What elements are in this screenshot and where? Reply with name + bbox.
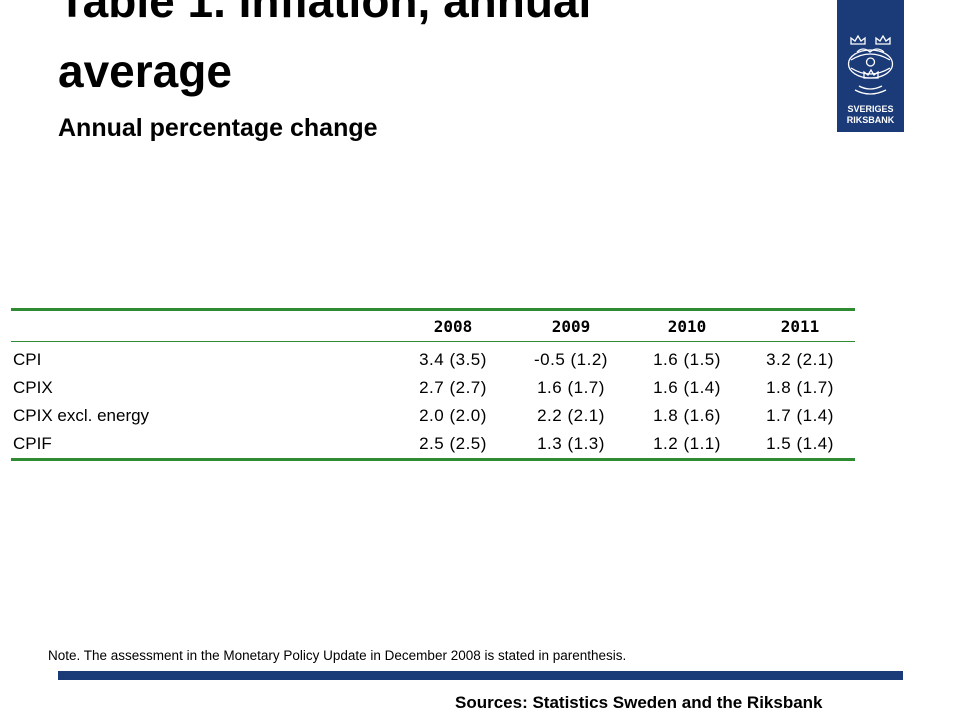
table-cell: 1.8 (1.6) [653,406,721,425]
riksbank-logo: SVERIGES RIKSBANK [837,0,904,132]
inflation-table: 2008 2009 2010 2011 CPI 3.4 (3.5) -0.5 (… [11,308,855,461]
page-subtitle: Annual percentage change [58,114,378,142]
table-cell: 2.0 (2.0) [419,406,487,425]
crowns-emblem-icon: SVERIGES RIKSBANK [847,34,895,125]
table-row: CPIF 2.5 (2.5) 1.3 (1.3) 1.2 (1.1) 1.5 (… [11,430,855,460]
title-line-2: average [58,45,232,97]
table-cell: 2.2 (2.1) [537,406,605,425]
table-cell: 1.2 (1.1) [653,434,721,453]
table-cell: 3.4 (3.5) [419,350,487,369]
table-cell: 3.2 (2.1) [766,350,834,369]
logo-text-line-1: SVERIGES [847,104,893,114]
page-title: Table 1. Inflation, annual average [58,0,818,106]
row-label: CPIX excl. energy [13,406,150,425]
header-year-2010: 2010 [667,316,707,336]
table-row: CPI 3.4 (3.5) -0.5 (1.2) 1.6 (1.5) 3.2 (… [11,342,855,375]
table-cell: 1.6 (1.7) [537,378,605,397]
sources-line: Sources: Statistics Sweden and the Riksb… [455,693,823,712]
footnote: Note. The assessment in the Monetary Pol… [48,648,627,663]
title-line-1: Table 1. Inflation, annual [58,0,592,27]
header-label-cell [11,310,393,342]
inflation-table-container: 2008 2009 2010 2011 CPI 3.4 (3.5) -0.5 (… [11,308,855,461]
table-row: CPIX excl. energy 2.0 (2.0) 2.2 (2.1) 1.… [11,402,855,430]
table-cell: 1.3 (1.3) [537,434,605,453]
header-year-2009: 2009 [551,316,591,336]
table-row: CPIX 2.7 (2.7) 1.6 (1.7) 1.6 (1.4) 1.8 (… [11,374,855,402]
row-label: CPI [13,350,42,369]
table-cell: 1.6 (1.4) [653,378,721,397]
table-cell: 2.7 (2.7) [419,378,487,397]
table-cell: 2.5 (2.5) [419,434,487,453]
row-label: CPIX [13,378,53,397]
footer-divider-bar [58,671,903,680]
row-label: CPIF [13,434,52,453]
table-cell: 1.5 (1.4) [766,434,834,453]
header-year-2008: 2008 [433,316,473,336]
header-year-2011: 2011 [780,316,820,336]
table-header-row: 2008 2009 2010 2011 [11,309,855,342]
table-cell: -0.5 (1.2) [534,350,608,369]
table-cell: 1.6 (1.5) [653,350,721,369]
logo-text-line-2: RIKSBANK [847,115,895,125]
table-cell: 1.8 (1.7) [766,378,834,397]
table-cell: 1.7 (1.4) [766,406,834,425]
